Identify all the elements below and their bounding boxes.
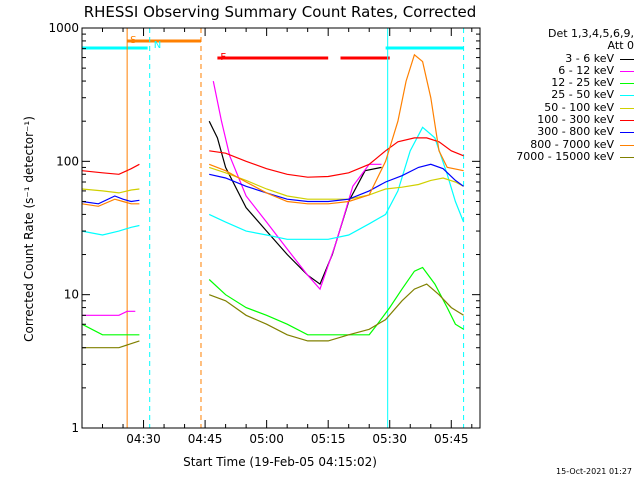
legend-entry: 3 - 6 keV: [484, 51, 634, 65]
legend-entry: 6 - 12 keV: [484, 63, 634, 77]
legend-entry-label: 300 - 800 keV: [537, 125, 614, 139]
legend-entry: 7000 - 15000 keV: [484, 149, 634, 163]
x-tick-label-0: 04:30: [126, 432, 161, 446]
series-line-3-seg-0: [81, 224, 140, 236]
x-tick-label-5: 05:45: [434, 432, 469, 446]
legend-entry: 300 - 800 keV: [484, 126, 634, 138]
series-line-7-seg-1: [208, 53, 464, 205]
chart-legend: Det 1,3,4,5,6,9, Att 0 3 - 6 keV 6 - 12 k…: [484, 27, 634, 163]
series-line-7-seg-0: [81, 198, 140, 207]
series-line-4-seg-1: [209, 166, 464, 200]
series-line-6-seg-0: [81, 195, 140, 205]
legend-swatch: [620, 107, 634, 109]
series-line-2-seg-1: [208, 266, 464, 336]
series-line-6-seg-1: [209, 163, 464, 203]
x-tick-label-1: 04:45: [188, 432, 223, 446]
legend-entry-label: 12 - 25 keV: [551, 76, 614, 90]
y-tick-label-3: 1000: [48, 21, 79, 35]
series-line-0-seg-1: [208, 120, 382, 286]
legend-entry: 100 - 300 keV: [484, 113, 634, 127]
legend-entry-label: 3 - 6 keV: [565, 51, 614, 65]
x-tick-label-3: 05:15: [311, 432, 346, 446]
series-line-8-seg-1: [208, 283, 464, 342]
legend-swatch: [620, 132, 634, 134]
legend-entry-label: 6 - 12 keV: [558, 63, 614, 77]
legend-swatch: [620, 156, 634, 158]
marker-label-1: N: [154, 40, 161, 51]
series-line-1-seg-0: [82, 310, 136, 316]
x-axis-label: Start Time (19-Feb-05 04:15:02): [183, 455, 377, 469]
legend-entry: 25 - 50 keV: [484, 89, 634, 101]
legend-header-line-2: Att 0: [607, 39, 634, 53]
y-tick-label-0: 1: [71, 421, 79, 435]
series-line-2-seg-0: [81, 323, 140, 336]
render-timestamp: 15-Oct-2021 01:27: [556, 467, 632, 476]
y-tick-label-2: 100: [56, 154, 79, 168]
series-line-8-seg-0: [82, 340, 140, 349]
series-line-1-seg-1: [212, 80, 382, 291]
plot-frame: [81, 27, 481, 429]
legend-entry-label: 25 - 50 keV: [551, 88, 614, 102]
legend-entry-label: 7000 - 15000 keV: [516, 149, 614, 163]
legend-entry-label: 800 - 7000 keV: [530, 137, 614, 151]
legend-entry-label: 50 - 100 keV: [544, 100, 614, 114]
legend-swatch: [620, 95, 634, 97]
y-axis-label: Corrected Count Rate (s⁻¹ detector⁻¹): [22, 116, 36, 342]
x-tick-label-2: 05:00: [249, 432, 284, 446]
plot-area: S F N 04:30 04:45 05:00 05:15 05:30 05:45 1 10 100 1…: [48, 21, 481, 446]
flag-label-0: S: [130, 35, 136, 46]
legend-entry: 800 - 7000 keV: [484, 137, 634, 151]
legend-swatch: [620, 58, 634, 60]
series-line-4-seg-0: [81, 188, 140, 194]
x-tick-label-4: 05:30: [372, 432, 407, 446]
legend-entry-label: 100 - 300 keV: [537, 113, 614, 127]
series-line-5-seg-1: [209, 137, 464, 178]
legend-header-line-1: Det 1,3,4,5,6,9,: [547, 27, 634, 40]
legend-swatch: [620, 70, 634, 72]
chart-title: RHESSI Observing Summary Count Rates, Co…: [84, 3, 477, 21]
legend-swatch: [620, 144, 634, 146]
legend-swatch: [620, 83, 634, 85]
legend-swatch: [620, 120, 634, 122]
legend-entry: 12 - 25 keV: [484, 76, 634, 90]
series-line-5-seg-0: [81, 163, 140, 175]
y-tick-label-1: 10: [64, 288, 79, 302]
flag-label-1: F: [220, 52, 226, 63]
legend-entry: 50 - 100 keV: [484, 100, 634, 114]
